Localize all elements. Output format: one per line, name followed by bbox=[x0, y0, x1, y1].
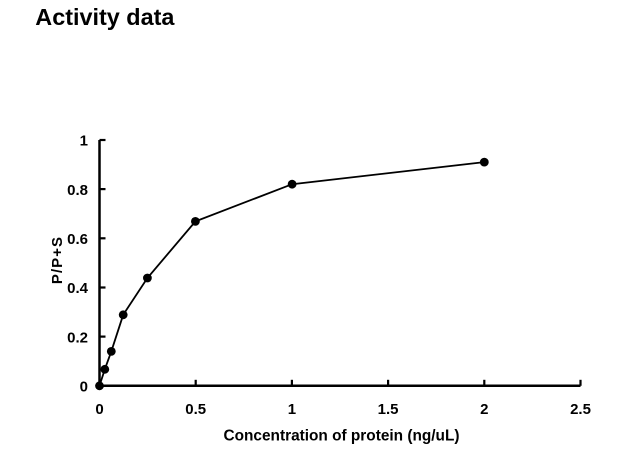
svg-text:0: 0 bbox=[80, 379, 88, 396]
svg-text:0.6: 0.6 bbox=[67, 231, 88, 248]
svg-text:1: 1 bbox=[288, 401, 296, 418]
svg-text:2: 2 bbox=[480, 401, 488, 418]
svg-text:0: 0 bbox=[95, 401, 103, 418]
svg-text:P/P+S: P/P+S bbox=[49, 236, 66, 284]
svg-text:Activity data: Activity data bbox=[35, 4, 175, 30]
svg-text:0.5: 0.5 bbox=[185, 401, 206, 418]
svg-text:2.5: 2.5 bbox=[570, 401, 591, 418]
svg-text:0.8: 0.8 bbox=[67, 182, 88, 199]
svg-text:1.5: 1.5 bbox=[378, 401, 399, 418]
svg-text:1: 1 bbox=[80, 133, 88, 150]
svg-text:0.2: 0.2 bbox=[67, 329, 88, 346]
svg-text:Concentration of protein (ng/u: Concentration of protein (ng/uL) bbox=[224, 428, 460, 445]
svg-text:0.4: 0.4 bbox=[67, 280, 89, 297]
